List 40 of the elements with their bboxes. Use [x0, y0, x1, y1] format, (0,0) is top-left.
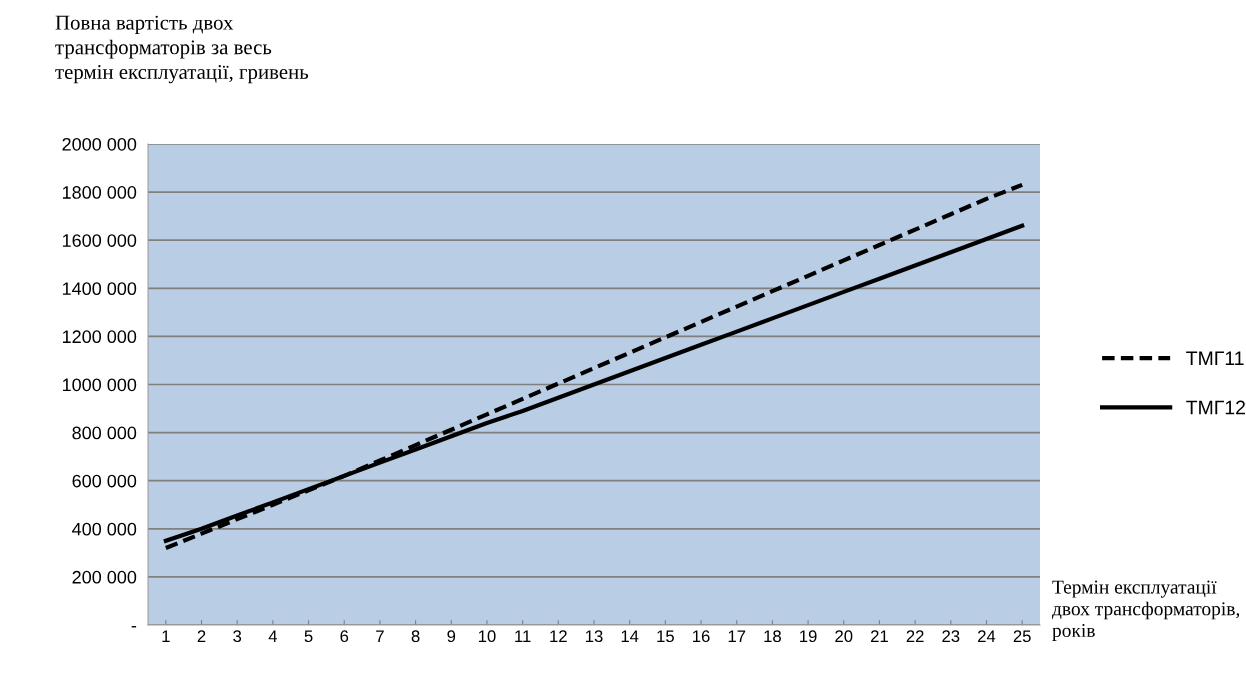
x-tick-label: 16 [693, 630, 710, 643]
x-tick-label: 20 [835, 630, 853, 643]
x-tick-label: 19 [800, 630, 817, 643]
x-tick-label: 1 [162, 630, 170, 642]
legend-label: ТМГ11 [1186, 351, 1244, 365]
x-tick-label: 7 [376, 630, 384, 642]
x-tick-label: 15 [657, 630, 674, 643]
x-tick-label: 3 [233, 630, 242, 643]
x-tick-label: 23 [942, 630, 960, 643]
y-tick-label: 1400 000 [62, 282, 137, 296]
x-tick-label: 9 [447, 630, 456, 643]
x-tick-label: 10 [478, 630, 496, 643]
y-axis-title: Повна вартість двох трансформаторів за весь термін експлуатації, гривень [55, 15, 309, 84]
y-tick-label: 1000 000 [62, 378, 137, 392]
x-tick-label: 13 [586, 630, 603, 643]
x-tick-label: 18 [764, 630, 781, 643]
x-tick-label: 8 [411, 630, 420, 643]
y-tick-label: - [131, 626, 137, 628]
legend-label: ТМГ12 [1186, 400, 1245, 415]
y-tick-label: 1200 000 [62, 330, 137, 344]
x-tick-label: 2 [197, 630, 206, 642]
y-tick-label: 1800 000 [62, 186, 137, 199]
x-tick-label: 22 [906, 630, 924, 642]
x-axis-title: Термін експлуатації двох трансформаторів, років [1052, 580, 1240, 641]
y-tick-label: 1600 000 [62, 234, 137, 247]
y-tick-label: 400 000 [72, 522, 137, 536]
x-tick-label: 11 [515, 630, 531, 642]
x-tick-label: 12 [550, 630, 567, 642]
x-tick-label: 14 [621, 630, 639, 642]
x-tick-label: 5 [304, 630, 313, 643]
x-tick-label: 4 [268, 630, 278, 642]
x-tick-label: 21 [871, 630, 888, 642]
y-tick-label: 200 000 [72, 570, 137, 584]
x-tick-label: 17 [728, 630, 746, 642]
y-tick-label: 800 000 [72, 426, 137, 440]
x-tick-label: 6 [340, 630, 349, 643]
y-tick-label: 2000 000 [62, 137, 137, 151]
x-tick-label: 25 [1013, 630, 1031, 643]
x-tick-label: 24 [978, 630, 996, 642]
y-tick-label: 600 000 [72, 474, 137, 488]
